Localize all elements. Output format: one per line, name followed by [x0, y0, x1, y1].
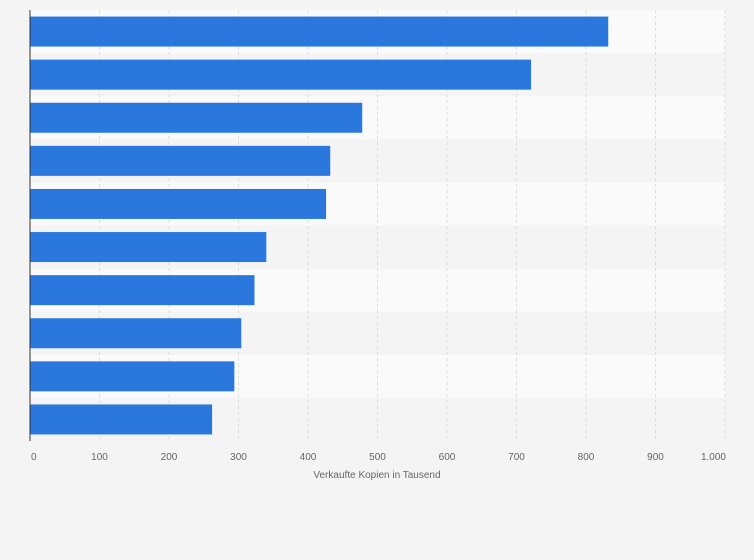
x-tick-label: 100 — [91, 452, 108, 463]
x-tick-label: 900 — [647, 452, 664, 463]
bar — [30, 404, 213, 435]
x-tick-label: 0 — [31, 452, 37, 463]
bar — [30, 16, 609, 47]
bar — [30, 59, 532, 90]
x-axis-title: Verkaufte Kopien in Tausend — [313, 470, 440, 481]
bar — [30, 232, 267, 263]
x-tick-label: 800 — [578, 452, 595, 463]
x-tick-label: 200 — [161, 452, 178, 463]
x-tick-labels: 0 100 200 300 400 500 600 700 800 900 1.000 — [31, 452, 726, 463]
bars — [30, 16, 609, 435]
x-tick-label: 600 — [439, 452, 456, 463]
bar — [30, 188, 327, 219]
x-tick-label: 500 — [369, 452, 386, 463]
bar — [30, 275, 255, 306]
x-tick-label: 700 — [508, 452, 525, 463]
bar — [30, 318, 242, 349]
bar — [30, 145, 331, 176]
x-tick-label: 400 — [300, 452, 317, 463]
x-tick-label: 1.000 — [701, 452, 726, 463]
bar — [30, 102, 363, 133]
bar — [30, 361, 235, 392]
x-tick-label: 300 — [230, 452, 247, 463]
